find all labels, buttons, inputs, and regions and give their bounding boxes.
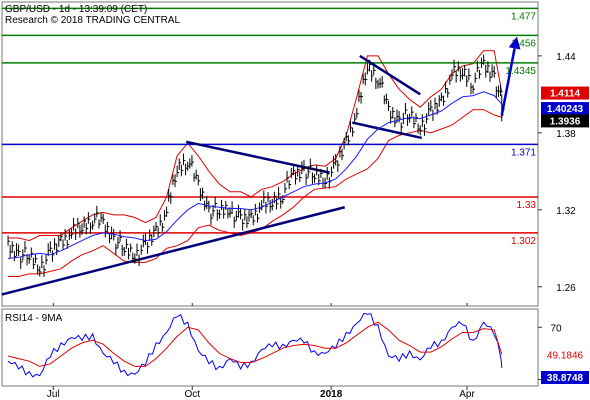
bollinger-value-box — [541, 86, 589, 100]
resistance-level-label: 1.477 — [511, 11, 536, 22]
support-level-label: 1.33 — [517, 200, 537, 211]
bollinger-upper-line — [8, 50, 503, 242]
rsi-line — [7, 312, 503, 378]
rsi-value-box — [541, 371, 589, 384]
resistance-level-label: 1.456 — [511, 38, 536, 49]
key-levels: 1.477 1.456 1.4345 1.371 1.33 1.302 — [2, 7, 538, 247]
time-axis: Jul Oct 2018 Apr — [47, 303, 475, 400]
resistance-level-label: 1.4345 — [505, 66, 536, 77]
trendline-1 — [1, 206, 346, 296]
chart-title: GBP/USD - 1d - 13:39:09 (CET) — [5, 4, 147, 15]
moving-average — [7, 91, 503, 259]
time-axis-label: Apr — [459, 389, 475, 400]
rsi-axis-label: 70 — [550, 323, 562, 334]
price-axis: 1.26 1.32 1.38 1.44 — [538, 52, 576, 294]
time-axis-label: 2018 — [320, 389, 343, 400]
last-price-value-box — [541, 114, 589, 128]
rsi-value-text: 38.8748 — [547, 373, 584, 384]
price-axis-label: 1.44 — [556, 52, 576, 63]
rsi-lines — [7, 312, 503, 378]
time-axis-label: Jul — [47, 389, 60, 400]
forecast-arrow-head — [508, 36, 521, 50]
rsi-ma-value-text: 49.1846 — [547, 350, 584, 361]
last-price-value-text: 1.3936 — [550, 116, 581, 127]
rsi-value-boxes: 49.1846 38.8748 — [541, 350, 589, 384]
forecast-arrow — [500, 36, 521, 116]
pivot-level-label: 1.371 — [511, 147, 536, 158]
trendline-4 — [352, 121, 423, 140]
support-level-label: 1.302 — [511, 236, 536, 247]
chart-subtitle: Research © 2018 TRADING CENTRAL — [5, 15, 180, 26]
moving-average-line — [7, 91, 503, 259]
rsi-ma-line — [7, 321, 503, 367]
rsi-panel-frame — [1, 308, 539, 387]
price-axis-label: 1.38 — [556, 129, 576, 140]
price-panel-frame — [1, 1, 539, 307]
price-axis-label: 1.26 — [556, 283, 576, 294]
bollinger-value-text: 1.4114 — [550, 89, 580, 100]
time-axis-label: Oct — [184, 389, 200, 400]
forecast-arrow-shaft — [500, 48, 516, 116]
trendline-2 — [185, 140, 330, 174]
moving-average-value-box — [541, 102, 589, 116]
moving-average-value-text: 1.40243 — [547, 104, 584, 115]
rsi-title: RSI14 - 9MA — [5, 313, 63, 324]
price-axis-label: 1.32 — [556, 206, 576, 217]
